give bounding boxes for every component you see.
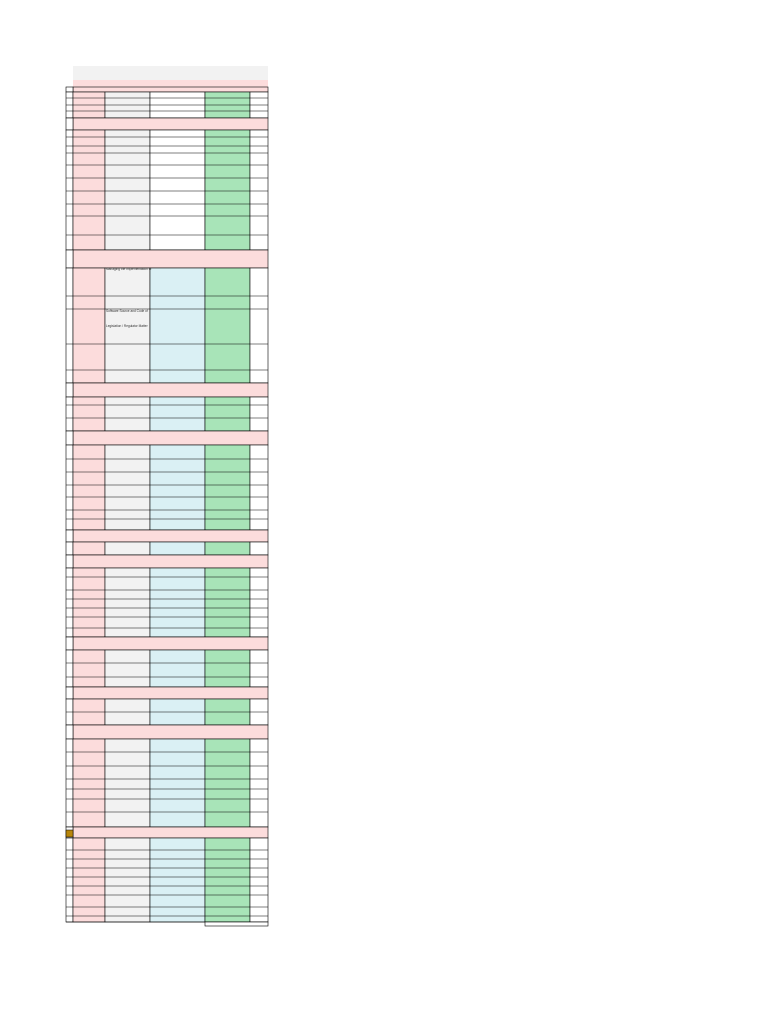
section-header (72, 382, 269, 398)
column (249, 267, 269, 384)
column (149, 444, 206, 531)
column (149, 541, 206, 556)
section-header (72, 554, 269, 569)
column (249, 396, 269, 432)
column (249, 129, 269, 251)
column (104, 567, 151, 638)
marker (65, 829, 74, 838)
column (104, 444, 151, 531)
column (149, 267, 206, 384)
column (72, 567, 106, 638)
column (204, 396, 251, 432)
section-header (72, 636, 269, 651)
section-header (72, 724, 269, 740)
column (204, 267, 251, 384)
section-header (72, 529, 269, 543)
column (72, 649, 106, 688)
column (149, 738, 206, 828)
column (149, 396, 206, 432)
section-index (65, 249, 74, 269)
grid (65, 86, 269, 927)
section-header (72, 686, 269, 700)
column (72, 837, 106, 923)
column (149, 649, 206, 688)
column (149, 837, 206, 923)
column (72, 129, 106, 251)
section-header (72, 826, 269, 839)
column (104, 649, 151, 688)
section-header (72, 430, 269, 446)
column (65, 649, 74, 688)
column (204, 129, 251, 251)
top-banner (73, 66, 268, 80)
top-band (73, 80, 268, 87)
column (65, 267, 74, 384)
cell-text: Software Source and Code of (106, 309, 148, 313)
column (249, 444, 269, 531)
column (104, 267, 151, 384)
column (204, 837, 251, 923)
section-index (65, 529, 74, 543)
column (149, 567, 206, 638)
section-header (72, 249, 269, 269)
column (72, 267, 106, 384)
section-index (65, 554, 74, 569)
section-index (65, 636, 74, 651)
footer-cell (204, 921, 269, 927)
column (204, 649, 251, 688)
section-index (65, 724, 74, 740)
column (249, 837, 269, 923)
column (65, 541, 74, 556)
cell-text: Managing the implementation of (106, 267, 151, 271)
column (249, 567, 269, 638)
column (72, 444, 106, 531)
column (65, 396, 74, 432)
column (72, 738, 106, 828)
column (149, 129, 206, 251)
column (249, 541, 269, 556)
column (249, 649, 269, 688)
column (204, 444, 251, 531)
column (65, 129, 74, 251)
column (65, 444, 74, 531)
column (65, 567, 74, 638)
column (72, 541, 106, 556)
section-index (65, 117, 74, 131)
section-index (65, 86, 74, 93)
column (104, 396, 151, 432)
column (204, 567, 251, 638)
column (204, 738, 251, 828)
column (104, 541, 151, 556)
column (104, 129, 151, 251)
section-index (65, 430, 74, 446)
section-header (72, 86, 269, 93)
cell-text: Legislation / Regulator Matter (106, 324, 149, 328)
section-index (65, 686, 74, 700)
column (104, 738, 151, 828)
section-index (65, 382, 74, 398)
column (204, 541, 251, 556)
column (72, 396, 106, 432)
section-header (72, 117, 269, 131)
column (104, 837, 151, 923)
column (65, 837, 74, 923)
